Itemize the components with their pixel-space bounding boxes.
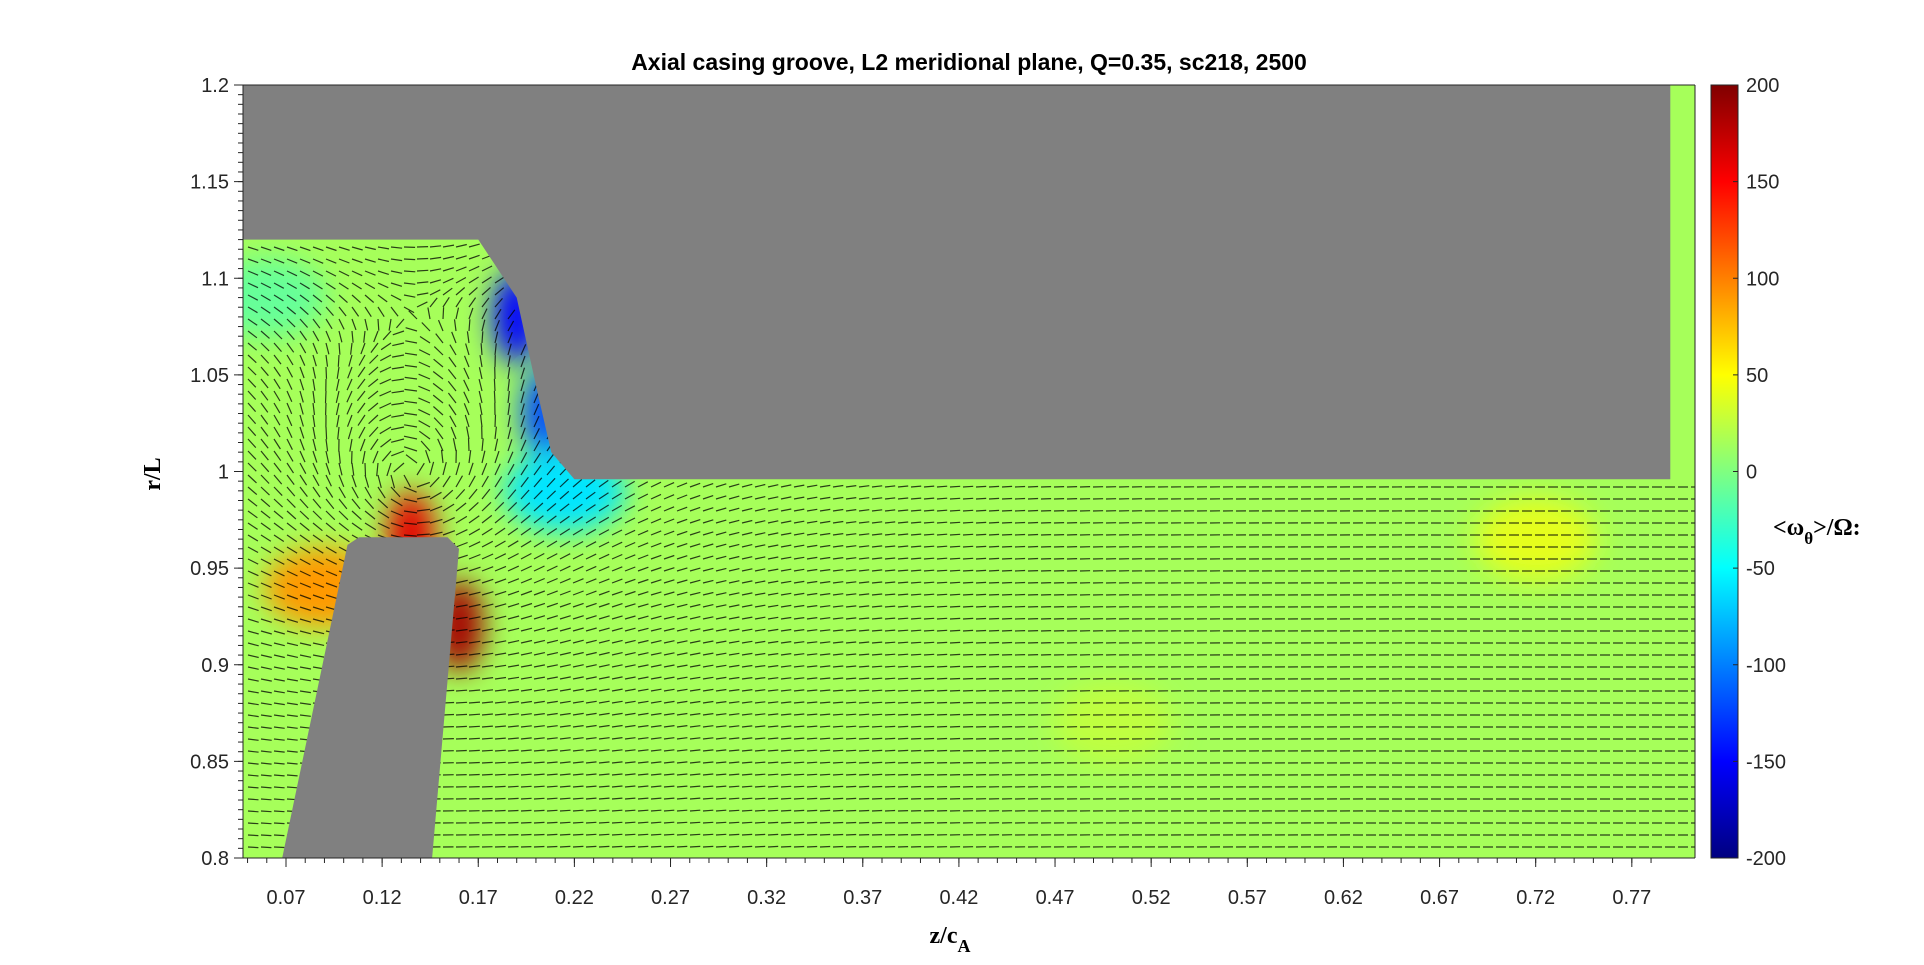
colorbar-tick-label: 150 xyxy=(1746,172,1779,194)
y-tick-label: 0.95 xyxy=(190,558,229,580)
x-tick-label: 0.62 xyxy=(1324,887,1363,909)
y-tick-label: 1.2 xyxy=(201,75,229,97)
colorbar-tick-label: -150 xyxy=(1746,751,1786,773)
y-tick-label: 1.05 xyxy=(190,365,229,387)
x-tick-label: 0.67 xyxy=(1420,887,1459,909)
y-axis: 0.8 0.85 0.9 0.95 1 1.05 1.1 1.15 1.2 xyxy=(190,75,1696,870)
x-axis: 0.07 0.12 0.17 0.22 0.27 0.32 0.37 0.42 0.47 0.52… xyxy=(243,84,1695,909)
colorbar-label: <ωθ>/Ω: xyxy=(1773,515,1861,548)
y-tick-label: 1.1 xyxy=(201,268,229,290)
blade-tip-solid-region xyxy=(282,537,459,858)
colorbar-tick-label: 100 xyxy=(1746,268,1779,290)
x-tick-label: 0.22 xyxy=(555,887,594,909)
colorbar-tick-label: -200 xyxy=(1746,848,1786,870)
x-tick-label: 0.47 xyxy=(1036,887,1075,909)
x-tick-label: 0.12 xyxy=(363,887,402,909)
vorticity-hotspot xyxy=(243,257,327,338)
x-tick-label: 0.77 xyxy=(1612,887,1651,909)
x-tick-label: 0.57 xyxy=(1228,887,1267,909)
x-tick-label: 0.32 xyxy=(747,887,786,909)
colorbar-tick-label: -50 xyxy=(1746,558,1775,580)
y-tick-label: 0.9 xyxy=(201,655,229,677)
x-tick-label: 0.07 xyxy=(267,887,306,909)
x-tick-label: 0.37 xyxy=(843,887,882,909)
y-tick-label: 0.85 xyxy=(190,751,229,773)
x-tick-label: 0.17 xyxy=(459,887,498,909)
colorbar-tick-label: 0 xyxy=(1746,462,1757,484)
colorbar-tick-label: 200 xyxy=(1746,75,1779,97)
chart-title: Axial casing groove, L2 meridional plane… xyxy=(631,49,1307,75)
y-tick-label: 1.15 xyxy=(190,172,229,194)
plot-area xyxy=(243,85,1695,858)
y-axis-label: r/L xyxy=(140,457,166,490)
y-tick-label: 1 xyxy=(218,462,229,484)
x-tick-label: 0.52 xyxy=(1132,887,1171,909)
colorbar-tick-label: -100 xyxy=(1746,655,1786,677)
x-tick-label: 0.72 xyxy=(1516,887,1555,909)
colorbar-ticks: 200 150 100 50 0 -50 -100 -150 -200 xyxy=(1733,75,1786,870)
casing-solid-region xyxy=(243,85,1671,480)
colorbar-tick-label: 50 xyxy=(1746,365,1768,387)
y-tick-label: 0.8 xyxy=(201,848,229,870)
x-tick-label: 0.42 xyxy=(939,887,978,909)
x-axis-label: z/cA xyxy=(930,923,971,956)
x-tick-label: 0.27 xyxy=(651,887,690,909)
